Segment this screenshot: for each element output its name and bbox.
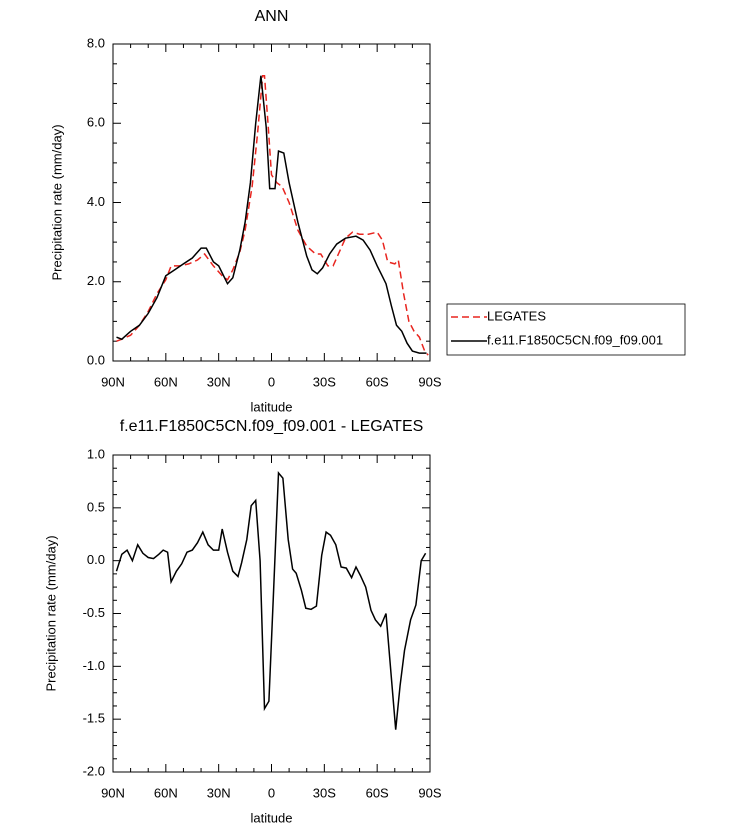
x-tick-label: 30N xyxy=(207,785,231,800)
x-axis-label: latitude xyxy=(251,399,293,414)
y-tick-label: 0.0 xyxy=(87,552,105,567)
legend-label: LEGATES xyxy=(487,308,546,323)
x-tick-label: 60S xyxy=(366,374,389,389)
y-tick-label: -1.0 xyxy=(83,658,105,673)
x-tick-label: 0 xyxy=(268,785,275,800)
x-tick-label: 60N xyxy=(154,374,178,389)
x-tick-label: 60S xyxy=(366,785,389,800)
y-tick-label: 0.0 xyxy=(87,352,105,367)
plot-frame xyxy=(112,43,431,362)
x-tick-label: 60N xyxy=(154,785,178,800)
y-tick-label: 4.0 xyxy=(87,194,105,209)
legend-box xyxy=(446,303,686,356)
x-tick-label: 90N xyxy=(101,374,125,389)
y-tick-label: 2.0 xyxy=(87,273,105,288)
y-tick-label: 6.0 xyxy=(87,115,105,130)
x-tick-label: 90S xyxy=(418,374,441,389)
data-line xyxy=(115,471,427,730)
plot-frame xyxy=(112,454,431,773)
data-line xyxy=(116,74,429,356)
chart-title: f.e11.F1850C5CN.f09_f09.001 - LEGATES xyxy=(120,418,424,435)
data-line xyxy=(116,75,427,354)
y-tick-label: 1.0 xyxy=(87,446,105,461)
y-axis-label: Precipitation rate (mm/day) xyxy=(43,535,58,691)
y-tick-label: -1.5 xyxy=(83,711,105,726)
chart-title: ANN xyxy=(255,8,289,25)
legend-label: f.e11.F1850C5CN.f09_f09.001 xyxy=(487,332,663,347)
x-tick-label: 0 xyxy=(268,374,275,389)
x-tick-label: 30S xyxy=(313,374,336,389)
x-tick-label: 90N xyxy=(101,785,125,800)
y-tick-label: 0.5 xyxy=(87,499,105,514)
x-tick-label: 30N xyxy=(207,374,231,389)
x-axis-label: latitude xyxy=(251,810,293,825)
y-tick-label: 8.0 xyxy=(87,35,105,50)
y-tick-label: -2.0 xyxy=(83,763,105,778)
y-axis-label: Precipitation rate (mm/day) xyxy=(49,124,64,280)
x-tick-label: 30S xyxy=(313,785,336,800)
y-tick-label: -0.5 xyxy=(83,605,105,620)
x-tick-label: 90S xyxy=(418,785,441,800)
